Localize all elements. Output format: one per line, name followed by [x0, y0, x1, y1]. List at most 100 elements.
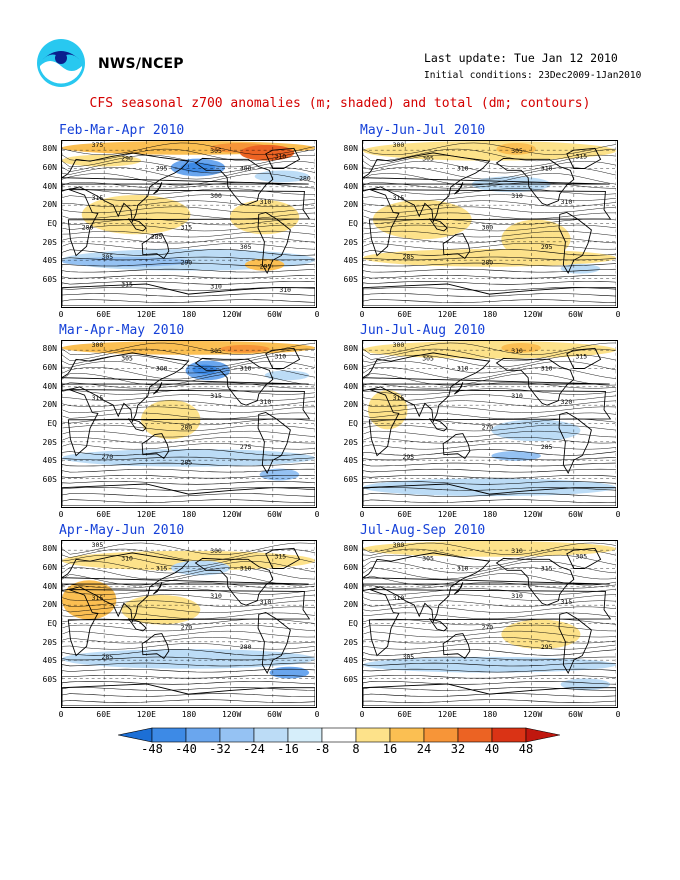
lat-label: 20S: [343, 637, 358, 647]
contour-label: 305: [422, 555, 434, 563]
coastline: [67, 589, 311, 657]
contour-label: 270: [482, 423, 494, 431]
contour-label: 310: [511, 592, 523, 600]
contour-label: 310: [274, 353, 286, 361]
contour-label: 280: [240, 643, 252, 651]
lat-label: 80N: [343, 544, 358, 554]
contour-line: [363, 624, 616, 632]
contour-label: 295: [156, 164, 168, 172]
contour-label: 285: [151, 233, 163, 241]
lat-label: 60N: [42, 363, 57, 372]
coastline: [363, 152, 610, 224]
contour-label: 315: [92, 194, 104, 202]
colorbar-segment: [491, 727, 527, 743]
lat-label: 40N: [42, 581, 57, 591]
anomaly-shade: [230, 199, 300, 235]
lon-label: 0: [615, 310, 621, 319]
contour-label: 310: [274, 153, 286, 161]
contour-line: [363, 430, 616, 438]
lat-label: EQ: [348, 419, 358, 428]
panel-title: Feb-Mar-Apr 2010: [59, 123, 185, 138]
contour-label: 310: [561, 198, 573, 206]
map-panel: 305 310 315 300 310 315 315 310 310 270 280 285: [61, 540, 317, 708]
coastline: [67, 189, 311, 257]
contour-label: 295: [403, 453, 415, 461]
contour-line: [62, 218, 315, 226]
lon-label: 60W: [568, 510, 583, 519]
coastline: [127, 618, 147, 632]
colorbar-label: -24: [243, 742, 265, 756]
lat-label: 20N: [42, 600, 57, 610]
coastline: [194, 157, 274, 206]
lat-label: 20S: [42, 637, 57, 647]
colorbar-segment: [151, 727, 187, 743]
contour-label: 295: [541, 643, 553, 651]
contour-label: 270: [102, 453, 114, 461]
lat-label: 20S: [42, 237, 57, 247]
map-graphic: 300 305 310 310 310 315 315 310 320 270 285 295: [363, 341, 616, 506]
lon-label: 120W: [222, 510, 242, 519]
contour-label: 305: [92, 541, 104, 549]
coastline: [368, 389, 612, 457]
lat-label: 60N: [42, 563, 57, 572]
contour-label: 270: [482, 623, 494, 631]
contour-label: 310: [260, 198, 272, 206]
contour-line: [363, 406, 616, 413]
lat-label: 20N: [343, 200, 358, 210]
coastline: [62, 483, 315, 506]
contour-label: 305: [575, 553, 587, 561]
anomaly-shade: [62, 449, 315, 467]
lon-label: 120E: [437, 710, 457, 719]
anomaly-shade: [560, 678, 611, 691]
colorbar-segment: [117, 727, 153, 743]
lon-label: 120E: [136, 510, 156, 519]
lat-label: 40S: [42, 256, 57, 266]
coastline: [558, 212, 592, 274]
coastline: [194, 557, 274, 606]
coastline: [558, 412, 592, 474]
colorbar-label: -8: [314, 742, 330, 756]
anomaly-shade: [491, 451, 541, 461]
lat-label: 60S: [42, 675, 57, 684]
colorbar-segment: [423, 727, 459, 743]
contour-label: 315: [541, 564, 553, 572]
contour-label: 300: [210, 192, 222, 200]
colorbar-label: -40: [175, 742, 197, 756]
lon-label: 60W: [267, 310, 282, 319]
lon-label: 120E: [437, 510, 457, 519]
contour-label: 310: [511, 347, 523, 355]
contour-label: 275: [240, 443, 252, 451]
colorbar: -48 -40 -32 -24 -16 -8 8 16 24 32 40 48: [117, 727, 561, 757]
lon-label: 60W: [267, 510, 282, 519]
lat-label: 60S: [343, 275, 358, 284]
contour-label: 315: [274, 553, 286, 561]
contour-label: 310: [457, 364, 469, 372]
contour-label: 310: [260, 398, 272, 406]
contour-line: [62, 188, 315, 195]
coastline: [363, 352, 610, 424]
anomaly-shade: [501, 219, 571, 259]
lon-label: 120E: [136, 310, 156, 319]
coastline: [442, 233, 471, 259]
contour-label: 310: [457, 564, 469, 572]
lat-label: 20S: [42, 437, 57, 447]
colorbar-segment: [525, 727, 561, 743]
contour-label: 315: [92, 594, 104, 602]
coastline: [127, 218, 147, 232]
contour-label: 375: [92, 141, 104, 149]
lat-label: EQ: [47, 419, 57, 428]
lat-label: 40S: [42, 656, 57, 666]
contour-label: 295: [541, 243, 553, 251]
contour-label: 310: [511, 392, 523, 400]
contour-label: 310: [511, 192, 523, 200]
lon-label: 60E: [96, 510, 111, 519]
anomaly-shade: [220, 344, 270, 353]
coastline: [141, 433, 170, 459]
contour-label: 280: [181, 423, 193, 431]
contour-label: 305: [121, 355, 133, 363]
contour-label: 300: [393, 141, 405, 149]
contour-label: 290: [181, 259, 193, 267]
lat-label: EQ: [348, 619, 358, 628]
coastline: [141, 233, 170, 259]
contour-label: 315: [575, 353, 587, 361]
